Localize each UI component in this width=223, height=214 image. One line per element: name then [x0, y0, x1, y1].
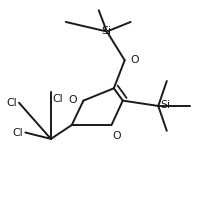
- Text: Si: Si: [160, 100, 170, 110]
- Text: Cl: Cl: [52, 94, 63, 104]
- Text: Si: Si: [101, 26, 111, 36]
- Text: O: O: [68, 95, 77, 105]
- Text: O: O: [113, 131, 121, 141]
- Text: Cl: Cl: [6, 98, 17, 108]
- Text: Cl: Cl: [13, 128, 23, 138]
- Text: O: O: [131, 55, 139, 65]
